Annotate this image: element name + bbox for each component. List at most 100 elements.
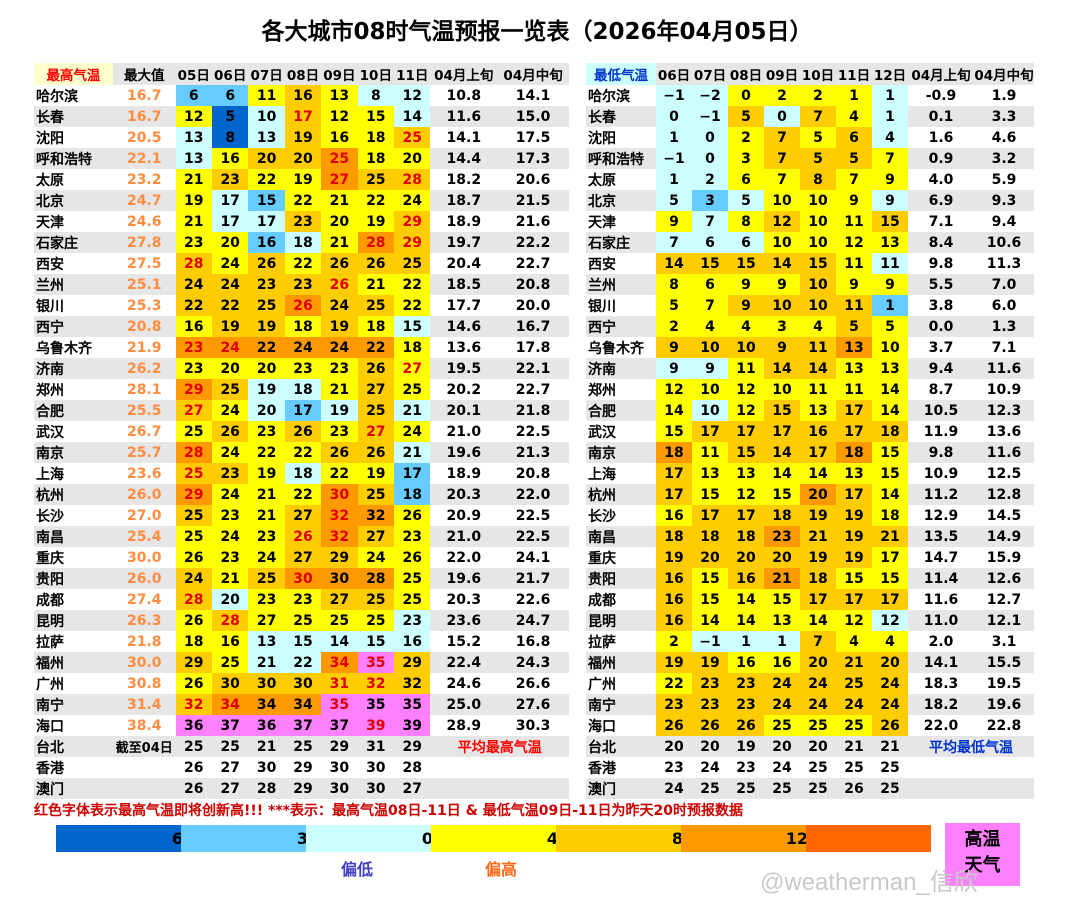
legend-segment: 8	[556, 825, 683, 852]
below-normal-label: 偏低	[341, 860, 374, 879]
temp-cell: 9	[872, 190, 908, 211]
city-name: 呼和浩特	[586, 148, 656, 169]
temp-cell: 24	[656, 778, 692, 799]
city-name: 长沙	[34, 505, 113, 526]
avg-early-april	[908, 757, 974, 778]
city-name: 杭州	[34, 484, 113, 505]
city-name: 香港	[34, 757, 113, 778]
legend-tick-label: 12	[785, 829, 808, 848]
temp-cell: 12	[728, 484, 764, 505]
temp-cell: 10	[728, 337, 764, 358]
temp-cell: 24	[872, 673, 908, 694]
temp-cell: 2	[800, 85, 836, 106]
temp-cell: 19	[800, 505, 836, 526]
avg-early-april: 14.1	[430, 127, 498, 148]
temp-cell: 1	[656, 127, 692, 148]
avg-early-april: 25.0	[430, 694, 498, 715]
temp-cell: 35	[394, 694, 431, 715]
table-row: 沈阳 20.5 13 8 13 19 16 18 25 14.1 17.5	[34, 127, 569, 148]
table-row: 杭州 17 15 12 15 20 17 14 11.2 12.8	[586, 484, 1034, 505]
temp-cell: 14	[800, 463, 836, 484]
avg-mid-april: 1.3	[974, 316, 1034, 337]
temp-cell: 14	[656, 253, 692, 274]
temp-cell: 10	[800, 274, 836, 295]
temp-cell: 14	[800, 358, 836, 379]
temp-cell: 15	[872, 211, 908, 232]
temp-cell: 32	[321, 505, 358, 526]
table-row: 澳门 26 27 28 29 30 30 27	[34, 778, 569, 799]
temp-cell: 15	[692, 484, 728, 505]
avg-early-april: 11.2	[908, 484, 974, 505]
max-value: 21.9	[112, 337, 176, 358]
temp-cell: 5	[211, 106, 249, 127]
table-row: 成都 27.4 28 20 23 23 27 25 25 20.3 22.6	[34, 589, 569, 610]
table-row: 太原 1 2 6 7 8 7 9 4.0 5.9	[586, 169, 1034, 190]
city-name: 武汉	[34, 421, 113, 442]
table-row: 合肥 25.5 27 24 20 17 19 25 21 20.1 21.8	[34, 400, 569, 421]
city-name: 成都	[586, 589, 656, 610]
temp-cell: 24	[872, 694, 908, 715]
legend-segment: 6	[56, 825, 183, 852]
temp-cell: 15	[872, 568, 908, 589]
max-value: 24.7	[112, 190, 176, 211]
table-row: 南京 25.7 28 24 22 22 26 26 21 19.6 21.3	[34, 442, 569, 463]
temp-cell: 16	[321, 127, 358, 148]
avg-early-april: 20.4	[430, 253, 498, 274]
temp-cell: 18	[284, 463, 322, 484]
city-name: 哈尔滨	[34, 85, 113, 106]
city-name: 海口	[586, 715, 656, 736]
temp-cell: 18	[357, 316, 395, 337]
avg-early-april: 9.4	[908, 358, 974, 379]
table-row: 哈尔滨 −1 −2 0 2 2 1 1 -0.9 1.9	[586, 85, 1034, 106]
temp-cell: 28	[175, 253, 212, 274]
temp-cell: 27	[357, 421, 395, 442]
temp-cell: 14	[394, 106, 431, 127]
avg-early-april: 20.3	[430, 484, 498, 505]
temp-cell: 18	[284, 316, 322, 337]
table-row: 福州 30.0 29 25 21 22 34 35 29 22.4 24.3	[34, 652, 569, 673]
city-name: 台北	[586, 736, 656, 757]
temp-cell: 0	[692, 127, 728, 148]
temp-cell: 25	[764, 778, 800, 799]
temp-cell: 17	[692, 505, 728, 526]
temp-cell: 6	[175, 85, 212, 106]
avg-early-april: 18.3	[908, 673, 974, 694]
temp-cell: 10	[248, 106, 285, 127]
temp-cell: 25	[211, 379, 249, 400]
avg-early-april: 2.0	[908, 631, 974, 652]
table-row: 郑州 28.1 29 25 19 18 21 27 25 20.2 22.7	[34, 379, 569, 400]
temp-cell: 27	[175, 400, 212, 421]
avg-mid-april: 6.0	[974, 295, 1034, 316]
table-row: 拉萨 2 −1 1 1 7 4 4 2.0 3.1	[586, 631, 1034, 652]
city-name: 拉萨	[34, 631, 113, 652]
table-row: 济南 26.2 23 20 20 23 23 26 27 19.5 22.1	[34, 358, 569, 379]
temp-cell: 25	[175, 736, 212, 757]
temp-cell: 9	[656, 337, 692, 358]
avg-mid-april: 22.7	[497, 379, 569, 400]
temp-cell: 12	[656, 379, 692, 400]
temp-cell: 17	[872, 589, 908, 610]
avg-mid-april: 20.8	[497, 463, 569, 484]
temp-cell: 25	[800, 757, 836, 778]
temp-cell: 9	[836, 190, 872, 211]
avg-mid-april: 22.8	[974, 715, 1034, 736]
avg-mid-april: 4.6	[974, 127, 1034, 148]
city-name: 香港	[586, 757, 656, 778]
avg-mid-april: 24.7	[497, 610, 569, 631]
temp-cell: 21	[836, 736, 872, 757]
avg-mid-april: 3.2	[974, 148, 1034, 169]
temp-cell: 1	[872, 85, 908, 106]
table-row: 郑州 12 10 12 10 11 11 14 8.7 10.9	[586, 379, 1034, 400]
temp-cell: 26	[728, 715, 764, 736]
temp-cell: 25	[357, 295, 395, 316]
temp-cell: 23	[321, 358, 358, 379]
temp-cell: 27	[394, 358, 431, 379]
avg-mid-april: 22.0	[497, 484, 569, 505]
temp-cell: 27	[211, 778, 249, 799]
temp-cell: 1	[656, 169, 692, 190]
max-value: 截至04日	[112, 736, 176, 757]
max-value	[112, 778, 176, 799]
temp-cell: 24	[800, 694, 836, 715]
temp-cell: 25	[175, 526, 212, 547]
city-name: 南昌	[586, 526, 656, 547]
